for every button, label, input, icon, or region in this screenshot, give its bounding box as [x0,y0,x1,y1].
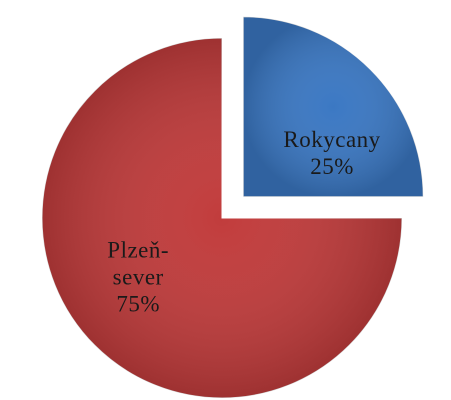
slice-percent: 75% [116,291,160,317]
slice-percent: 25% [310,153,354,179]
slice-category: Plzeň-sever [107,237,170,290]
slice-label: Rokycany 25% [257,126,407,180]
slice-label: Plzeň-sever 75% [98,236,178,317]
slice-category: Rokycany [283,126,381,152]
slice-shade [42,38,402,398]
slice-shade [243,16,424,197]
